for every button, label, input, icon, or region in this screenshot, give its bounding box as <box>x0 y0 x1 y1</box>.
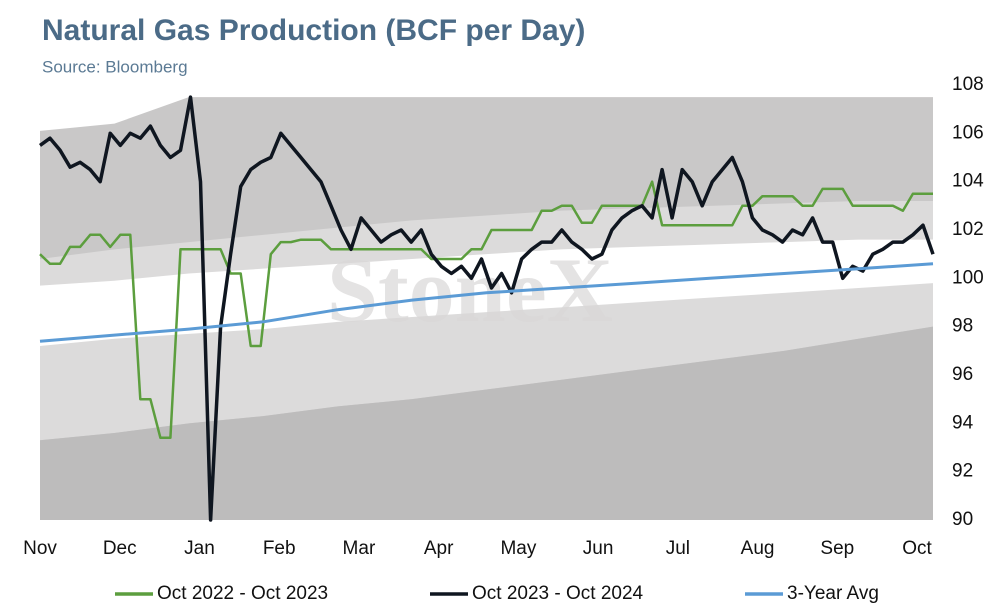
x-tick-label: Jan <box>184 538 215 559</box>
y-tick-label: 94 <box>952 412 974 433</box>
y-tick-label: 98 <box>952 316 973 337</box>
legend: Oct 2022 - Oct 2023 Oct 2023 - Oct 2024 3-… <box>115 583 879 604</box>
y-tick-label: 100 <box>952 267 984 288</box>
x-tick-label: Mar <box>343 538 376 559</box>
legend-label: Oct 2023 - Oct 2024 <box>472 583 644 604</box>
chart-title: Natural Gas Production (BCF per Day) <box>42 14 585 47</box>
x-tick-label: Oct <box>902 538 932 559</box>
range-band <box>40 326 933 520</box>
x-tick-label: Jun <box>583 538 614 559</box>
axes: 90 92 94 96 98 100 102 104 106 108 Nov Dec Jan Feb Mar… <box>23 74 984 559</box>
y-tick-label: 108 <box>952 74 984 95</box>
lines <box>38 95 935 522</box>
range-bands <box>40 97 933 520</box>
x-tick-label: Feb <box>263 538 296 559</box>
x-tick-label: Aug <box>741 538 775 559</box>
x-tick-label: Dec <box>103 538 137 559</box>
series-line <box>38 95 935 522</box>
series-line <box>39 180 933 440</box>
watermark: StoneX <box>327 239 613 341</box>
y-tick-label: 92 <box>952 461 973 482</box>
chart-subtitle: Source: Bloomberg <box>42 57 188 76</box>
y-tick-label: 104 <box>952 171 984 192</box>
x-tick-label: Apr <box>424 538 454 559</box>
x-tick-label: Nov <box>23 538 57 559</box>
y-tick-label: 90 <box>952 509 973 530</box>
y-tick-label: 96 <box>952 364 973 385</box>
x-tick-label: Sep <box>820 538 854 559</box>
y-tick-label: 106 <box>952 122 984 143</box>
x-tick-label: Jul <box>666 538 690 559</box>
series-line <box>39 262 934 343</box>
legend-label: 3-Year Avg <box>787 583 879 604</box>
x-tick-label: May <box>500 538 536 559</box>
legend-label: Oct 2022 - Oct 2023 <box>157 583 328 604</box>
y-tick-label: 102 <box>952 219 984 240</box>
